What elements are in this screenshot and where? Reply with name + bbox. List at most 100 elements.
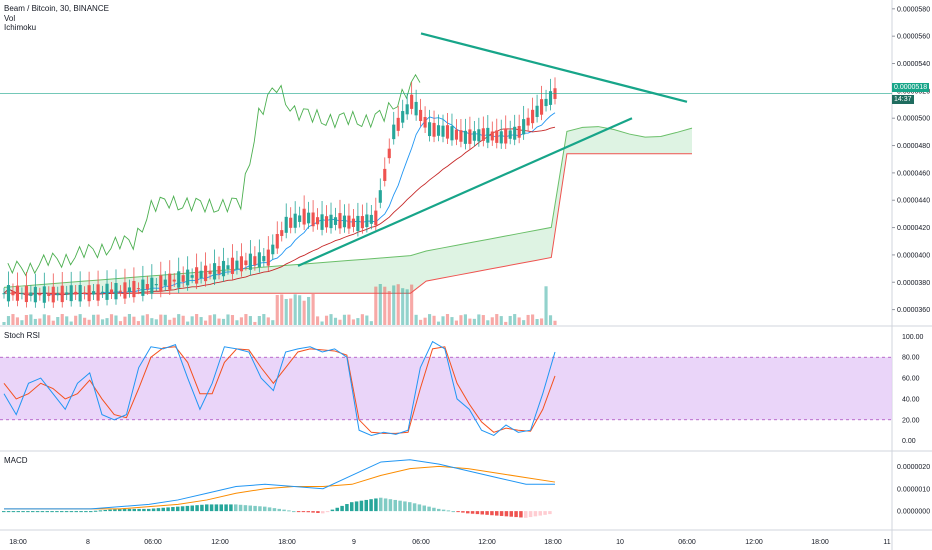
candle-body[interactable] [517, 126, 521, 138]
candle-body[interactable] [69, 285, 73, 302]
candle-body[interactable] [83, 292, 87, 294]
candle-body[interactable] [414, 101, 418, 116]
candle-body[interactable] [441, 125, 445, 137]
candle-body[interactable] [356, 215, 360, 232]
candle-body[interactable] [280, 230, 284, 236]
candle-body[interactable] [499, 131, 503, 144]
candle-body[interactable] [29, 292, 33, 296]
candle-body[interactable] [177, 271, 181, 288]
candle-body[interactable] [347, 215, 351, 229]
candle-body[interactable] [172, 279, 176, 282]
candle-body[interactable] [459, 130, 463, 142]
candle-body[interactable] [159, 275, 163, 292]
candle-body[interactable] [257, 252, 261, 268]
candle-body[interactable] [454, 129, 459, 140]
candle-body[interactable] [190, 275, 194, 278]
trendline-upper[interactable] [420, 32, 688, 103]
candle-body[interactable] [289, 217, 293, 228]
candle-body[interactable] [472, 131, 476, 141]
candle-body[interactable] [47, 293, 51, 296]
volume-label[interactable]: Vol [4, 13, 16, 23]
candle-body[interactable] [392, 124, 396, 140]
candle-body[interactable] [42, 286, 46, 303]
candle-body[interactable] [535, 105, 539, 117]
candle-body[interactable] [109, 289, 114, 294]
candle-body[interactable] [374, 210, 378, 226]
candle-body[interactable] [423, 117, 427, 128]
candle-body[interactable] [221, 260, 226, 277]
candle-body[interactable] [365, 214, 369, 227]
ichimoku-label[interactable]: Ichimoku [4, 23, 37, 32]
candle-body[interactable] [204, 265, 208, 282]
candle-body[interactable] [486, 127, 490, 143]
candle-body[interactable] [33, 286, 37, 303]
candle-body[interactable] [127, 287, 131, 293]
candle-body[interactable] [342, 215, 347, 228]
trendline-lower[interactable] [297, 117, 633, 267]
candle-body[interactable] [168, 273, 172, 290]
candle-body[interactable] [468, 129, 472, 144]
candle-body[interactable] [410, 94, 414, 109]
macd-label[interactable]: MACD [4, 456, 28, 465]
candle-body[interactable] [495, 130, 499, 143]
candle-body[interactable] [20, 293, 24, 295]
candle-body[interactable] [114, 282, 118, 300]
candle-body[interactable] [105, 283, 109, 300]
candle-body[interactable] [302, 208, 306, 225]
candle-body[interactable] [351, 218, 355, 227]
candle-body[interactable] [15, 285, 20, 301]
candle-body[interactable] [329, 214, 333, 229]
candle-body[interactable] [419, 109, 423, 122]
candle-body[interactable] [248, 253, 252, 270]
candle-body[interactable] [217, 266, 221, 274]
candle-body[interactable] [38, 293, 42, 296]
candle-body[interactable] [293, 213, 297, 228]
candle-body[interactable] [230, 257, 235, 274]
candle-body[interactable] [481, 128, 485, 141]
candle-body[interactable] [226, 265, 230, 270]
candle-body[interactable] [239, 256, 243, 272]
candle-body[interactable] [74, 291, 78, 295]
candle-body[interactable] [92, 291, 96, 295]
candle-body[interactable] [526, 117, 530, 126]
candle-body[interactable] [544, 98, 548, 107]
candle-body[interactable] [96, 284, 100, 301]
candle-body[interactable] [235, 260, 239, 270]
candle-body[interactable] [513, 126, 517, 140]
candle-body[interactable] [316, 217, 320, 225]
candle-body[interactable] [284, 216, 288, 233]
candle-body[interactable] [275, 234, 279, 249]
candle-body[interactable] [522, 119, 526, 135]
candle-body[interactable] [504, 128, 508, 144]
candle-body[interactable] [56, 293, 60, 296]
candle-body[interactable] [78, 284, 82, 302]
candle-body[interactable] [6, 285, 11, 302]
candle-body[interactable] [307, 212, 311, 224]
candle-body[interactable] [333, 217, 338, 225]
candle-body[interactable] [208, 270, 212, 274]
candle-body[interactable] [181, 275, 185, 282]
candle-body[interactable] [271, 244, 275, 255]
candle-body[interactable] [548, 91, 553, 105]
candle-body[interactable] [186, 269, 190, 286]
candle-body[interactable] [428, 122, 432, 137]
candle-body[interactable] [136, 288, 140, 290]
candle-body[interactable] [65, 292, 69, 295]
candle-body[interactable] [401, 111, 405, 123]
candle-body[interactable] [163, 279, 167, 286]
candle-body[interactable] [87, 285, 91, 302]
candle-body[interactable] [490, 131, 494, 141]
candle-body[interactable] [383, 168, 387, 181]
candle-body[interactable] [24, 285, 28, 303]
candle-body[interactable] [463, 130, 467, 144]
candle-body[interactable] [477, 129, 481, 142]
candle-body[interactable] [150, 277, 154, 294]
candle-body[interactable] [195, 267, 199, 284]
candle-body[interactable] [100, 291, 105, 293]
candle-body[interactable] [212, 263, 217, 280]
candle-body[interactable] [123, 282, 127, 299]
candle-body[interactable] [531, 109, 535, 124]
symbol-title[interactable]: Beam / Bitcoin, 30, BINANCE [4, 4, 109, 13]
candle-body[interactable] [2, 293, 6, 295]
